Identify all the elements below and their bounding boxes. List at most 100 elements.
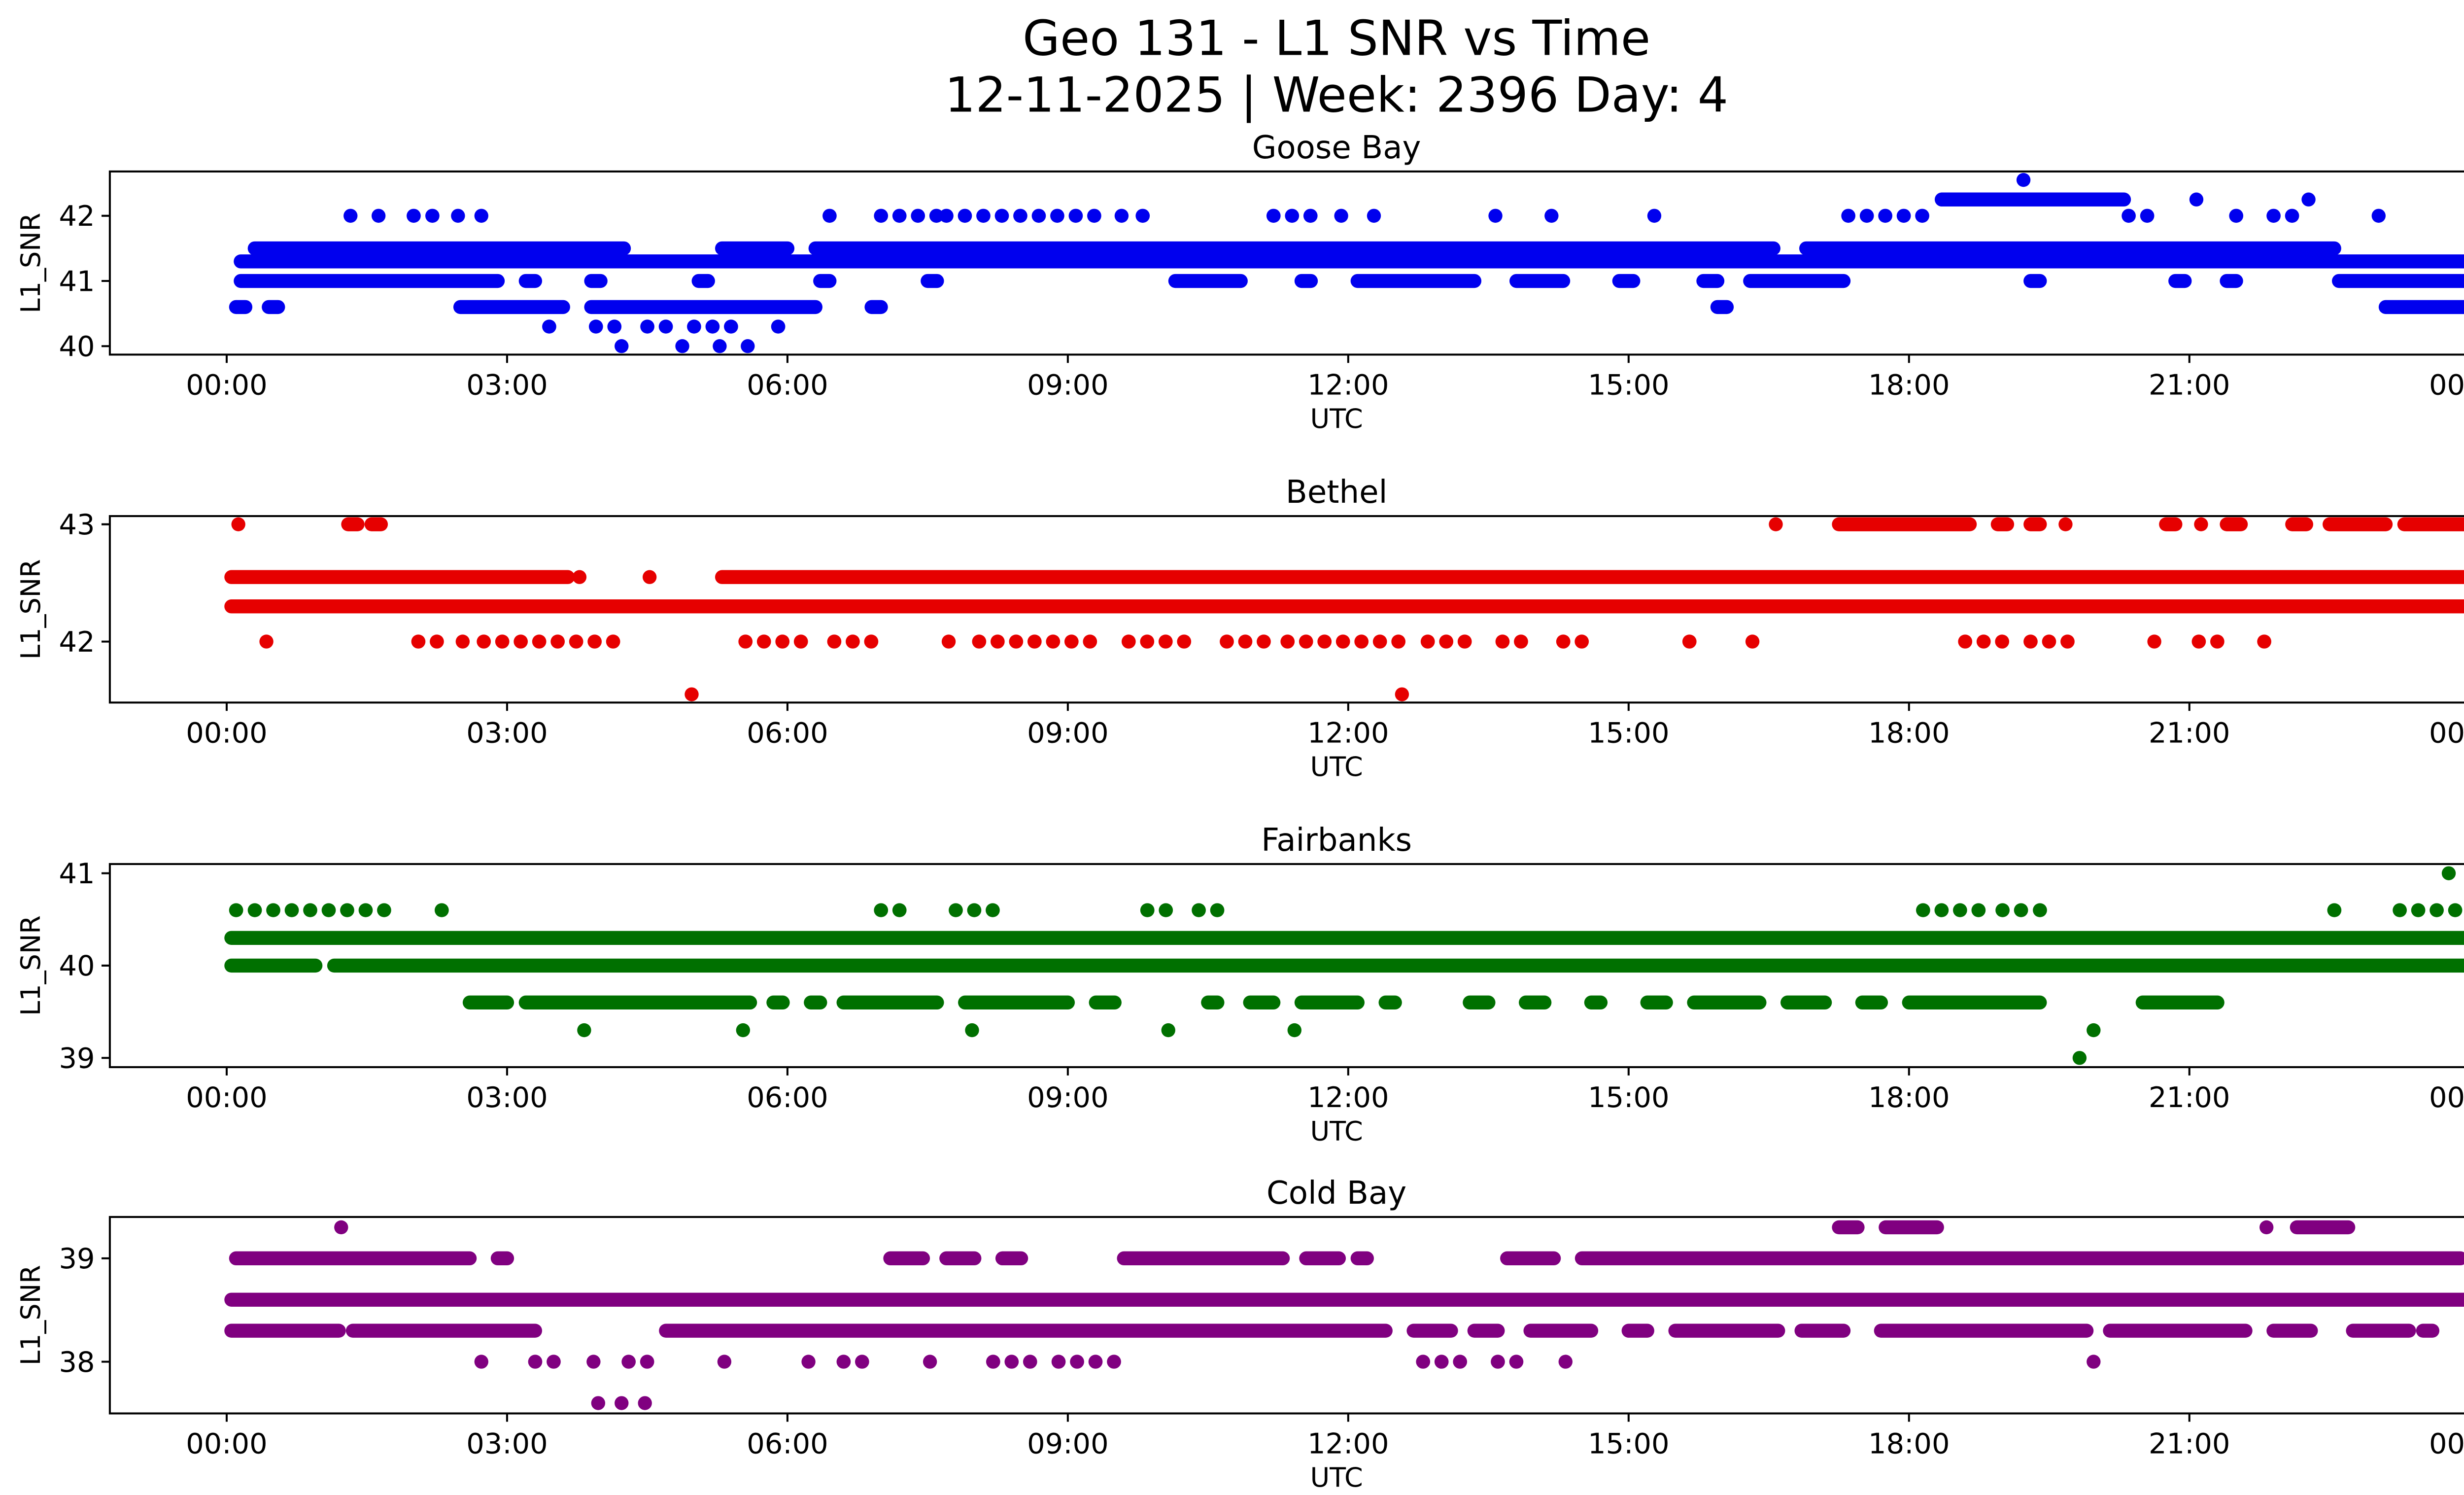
x-axis-label: UTC [1310,751,1363,782]
data-point [2259,1220,2274,1235]
x-tick-label: 06:00 [747,716,828,749]
data-point [2194,517,2208,531]
data-point [586,1355,601,1369]
x-tick-label: 21:00 [2149,716,2230,749]
subplot-goose-bay: Goose Bay 40 41 42 00:00 03:00 06:00 09:00 12:00… [15,129,2464,434]
x-tick-label: 00:00 [186,1427,267,1460]
x-tick-label: 12:00 [1307,716,1389,749]
x-tick-label: 00:00 [2429,1081,2464,1114]
x-tick-label: 03:00 [466,1081,548,1114]
data-point [717,1355,732,1369]
x-tick-label: 00:00 [2429,1427,2464,1460]
x-tick-label: 09:00 [1027,716,1108,749]
x-tick-label: 21:00 [2149,1427,2230,1460]
x-tick-label: 00:00 [2429,716,2464,749]
y-tick-label: 38 [59,1346,95,1379]
x-axis-label: UTC [1310,403,1363,434]
data-point [572,570,587,584]
data-point [2441,866,2456,880]
data-point [1287,1023,1301,1038]
x-tick-label: 06:00 [747,1081,828,1114]
x-tick-label: 15:00 [1588,1427,1669,1460]
x-tick-label: 12:00 [1307,368,1389,401]
scatter-points-cold-bay [224,1220,2464,1410]
data-point [638,1396,652,1410]
data-point [1558,1355,1573,1369]
x-tick-label: 00:00 [186,1081,267,1114]
data-point [334,1220,348,1235]
x-tick-label: 18:00 [1868,1427,1950,1460]
figure-title-line2: 12-11-2025 | Week: 2396 Day: 4 [945,67,1728,123]
y-axis-label: L1_SNR [15,1265,46,1365]
data-point [965,1023,979,1038]
x-tick-label: 03:00 [466,368,548,401]
data-point [941,634,956,649]
x-tick-label: 03:00 [466,716,548,749]
x-tick-label: 21:00 [2149,368,2230,401]
x-tick-label: 06:00 [747,368,828,401]
x-tick-label: 03:00 [466,1427,548,1460]
y-tick-label: 41 [59,265,95,298]
data-point [615,1396,629,1410]
data-point [451,209,465,223]
data-point [591,1396,606,1410]
data-point [2189,192,2204,207]
x-tick-label: 18:00 [1868,716,1950,749]
x-tick-label: 18:00 [1868,368,1950,401]
data-point [474,209,488,223]
x-axis-label: UTC [1310,1462,1363,1493]
data-point [1544,209,1559,223]
data-point [741,339,755,353]
y-axis-label: L1_SNR [15,213,46,313]
data-point [1488,209,1503,223]
subplot-title: Bethel [1286,474,1388,511]
y-tick-label: 39 [59,1042,95,1075]
x-tick-label: 18:00 [1868,1081,1950,1114]
figure-title-line1: Geo 131 - L1 SNR vs Time [1023,10,1650,67]
x-axis-label: UTC [1310,1116,1363,1147]
data-point [2087,1355,2101,1369]
plot-area [108,1216,2464,1415]
y-tick-label: 42 [59,200,95,233]
y-axis-label: L1_SNR [15,915,46,1016]
data-point [1647,209,1662,223]
x-tick-label: 15:00 [1588,716,1669,749]
subplot-title: Cold Bay [1266,1175,1406,1212]
data-point [455,634,470,649]
subplot-title: Fairbanks [1261,822,1412,859]
data-point [642,570,657,584]
data-point [1114,209,1129,223]
subplot-bethel: Bethel 42 43 00:00 03:00 06:00 09:00 12:00 15:00… [15,474,2464,782]
data-point [1395,687,1409,701]
data-point [1161,1023,1175,1038]
data-point [736,1023,751,1038]
data-point [474,1355,488,1369]
x-tick-label: 12:00 [1307,1427,1389,1460]
x-tick-label: 15:00 [1588,368,1669,401]
x-tick-label: 00:00 [2429,368,2464,401]
data-point [615,339,629,353]
data-point [577,1023,591,1038]
subplot-fairbanks: Fairbanks 39 40 41 00:00 03:00 06:00 09:00 12:00… [15,822,2464,1147]
x-tick-label: 09:00 [1027,1427,1108,1460]
data-point [343,209,358,223]
data-point [231,517,245,531]
scatter-points-goose-bay [229,173,2464,353]
y-tick-label: 42 [59,626,95,659]
data-point [713,339,727,353]
subplot-title: Goose Bay [1252,129,1421,166]
y-tick-label: 41 [59,857,95,890]
x-tick-label: 06:00 [747,1427,828,1460]
x-tick-label: 00:00 [186,368,267,401]
data-point [1334,209,1348,223]
x-tick-label: 15:00 [1588,1081,1669,1114]
y-tick-label: 40 [59,330,95,363]
data-point [1769,517,1783,531]
scatter-points-bethel [224,517,2464,701]
data-point [1367,209,1381,223]
data-point [2371,209,2386,223]
subplot-cold-bay: Cold Bay 38 39 00:00 03:00 06:00 09:00 12:00 15:… [15,1175,2464,1493]
data-point [2016,173,2031,187]
